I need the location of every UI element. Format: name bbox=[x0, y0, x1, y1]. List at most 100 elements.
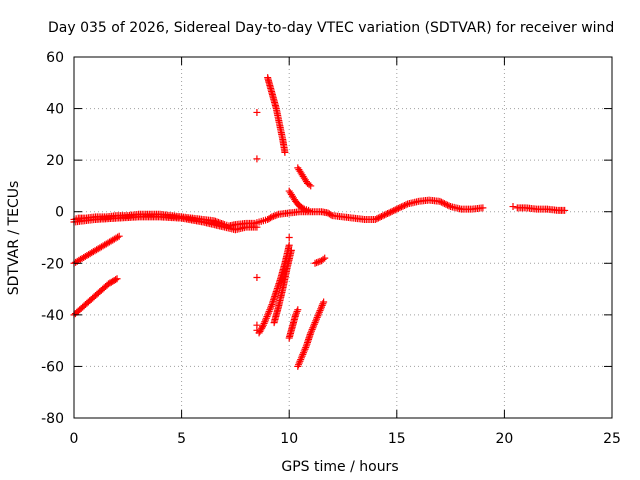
data-point bbox=[312, 317, 320, 325]
data-point bbox=[390, 207, 398, 215]
data-point bbox=[509, 203, 517, 211]
data-point bbox=[382, 210, 390, 218]
y-tick-label: -80 bbox=[41, 411, 64, 427]
data-point bbox=[317, 303, 325, 311]
data-point bbox=[305, 181, 313, 189]
data-point bbox=[262, 316, 270, 324]
data-point bbox=[297, 354, 305, 362]
data-point bbox=[281, 148, 289, 156]
data-point bbox=[561, 206, 569, 214]
data-points bbox=[70, 74, 569, 370]
x-axis-label: GPS time / hours bbox=[281, 459, 398, 475]
data-point bbox=[114, 233, 122, 241]
data-point bbox=[311, 259, 319, 267]
y-axis-label: SDTVAR / TECUs bbox=[6, 181, 22, 296]
data-point bbox=[374, 214, 382, 222]
data-point bbox=[313, 313, 321, 321]
data-point bbox=[271, 212, 279, 220]
data-point bbox=[260, 319, 268, 327]
data-point bbox=[307, 182, 315, 190]
data-point bbox=[391, 206, 399, 214]
axis-ticks bbox=[73, 56, 613, 419]
data-point bbox=[397, 203, 405, 211]
data-point bbox=[437, 198, 445, 206]
y-tick-label: 0 bbox=[55, 205, 64, 221]
data-point bbox=[371, 215, 379, 223]
data-point bbox=[295, 361, 303, 369]
data-point bbox=[292, 309, 300, 317]
grid-lines bbox=[74, 57, 612, 418]
data-point bbox=[270, 212, 278, 220]
chart-title: Day 035 of 2026, Sidereal Day-to-day VTE… bbox=[48, 20, 614, 36]
data-point bbox=[262, 314, 270, 322]
data-point bbox=[285, 241, 293, 249]
data-point bbox=[314, 258, 322, 266]
data-point bbox=[266, 306, 274, 314]
data-point bbox=[376, 213, 384, 221]
data-point bbox=[264, 309, 272, 317]
data-point bbox=[396, 204, 404, 212]
data-point bbox=[115, 232, 123, 240]
plot-frame bbox=[73, 56, 613, 419]
data-point bbox=[388, 207, 396, 215]
data-point bbox=[436, 197, 444, 205]
data-point bbox=[256, 327, 264, 335]
data-point bbox=[259, 323, 267, 331]
data-point bbox=[319, 300, 327, 308]
data-point bbox=[308, 325, 316, 333]
data-point bbox=[317, 305, 325, 313]
data-point bbox=[373, 215, 381, 223]
data-point bbox=[264, 311, 272, 319]
data-point bbox=[307, 329, 315, 337]
data-point bbox=[253, 108, 261, 116]
tick-labels: 0 5 10 15 20 25 -80 -60 -40 -20 0 20 40 60 bbox=[41, 50, 621, 447]
data-point bbox=[384, 210, 392, 218]
data-point bbox=[299, 350, 307, 358]
data-point bbox=[381, 211, 389, 219]
x-tick-label: 15 bbox=[388, 431, 406, 447]
data-point bbox=[294, 306, 302, 314]
data-point bbox=[320, 298, 328, 306]
data-point bbox=[318, 301, 326, 309]
y-tick-label: 60 bbox=[46, 50, 64, 66]
x-tick-label: 10 bbox=[280, 431, 298, 447]
data-point bbox=[315, 308, 323, 316]
data-point bbox=[261, 318, 269, 326]
data-point bbox=[479, 204, 487, 212]
y-tick-label: -60 bbox=[41, 359, 64, 375]
data-point bbox=[394, 204, 402, 212]
data-point bbox=[305, 206, 313, 214]
data-point bbox=[267, 214, 275, 222]
x-tick-label: 25 bbox=[603, 431, 621, 447]
data-point bbox=[258, 324, 266, 332]
data-point bbox=[319, 255, 327, 263]
data-point bbox=[300, 347, 308, 355]
data-point bbox=[294, 362, 302, 370]
data-point bbox=[309, 324, 317, 332]
x-tick-label: 0 bbox=[70, 431, 79, 447]
data-point bbox=[273, 211, 281, 219]
y-tick-label: 40 bbox=[46, 102, 64, 118]
data-point bbox=[315, 310, 323, 318]
data-point bbox=[299, 204, 307, 212]
data-point bbox=[113, 275, 121, 283]
data-point bbox=[302, 344, 310, 352]
data-point bbox=[400, 201, 408, 209]
y-tick-label: 20 bbox=[46, 153, 64, 169]
data-point bbox=[310, 320, 318, 328]
data-point bbox=[263, 313, 271, 321]
x-tick-label: 20 bbox=[495, 431, 513, 447]
data-point bbox=[445, 202, 453, 210]
data-point bbox=[442, 200, 450, 208]
data-point bbox=[385, 209, 393, 217]
data-point bbox=[268, 213, 276, 221]
data-point bbox=[439, 199, 447, 207]
data-point bbox=[399, 202, 407, 210]
data-point bbox=[379, 212, 387, 220]
data-point bbox=[253, 155, 261, 163]
data-point bbox=[444, 201, 452, 209]
data-point bbox=[297, 356, 305, 364]
data-point bbox=[310, 322, 318, 330]
data-point bbox=[300, 349, 308, 357]
data-point bbox=[321, 254, 329, 262]
